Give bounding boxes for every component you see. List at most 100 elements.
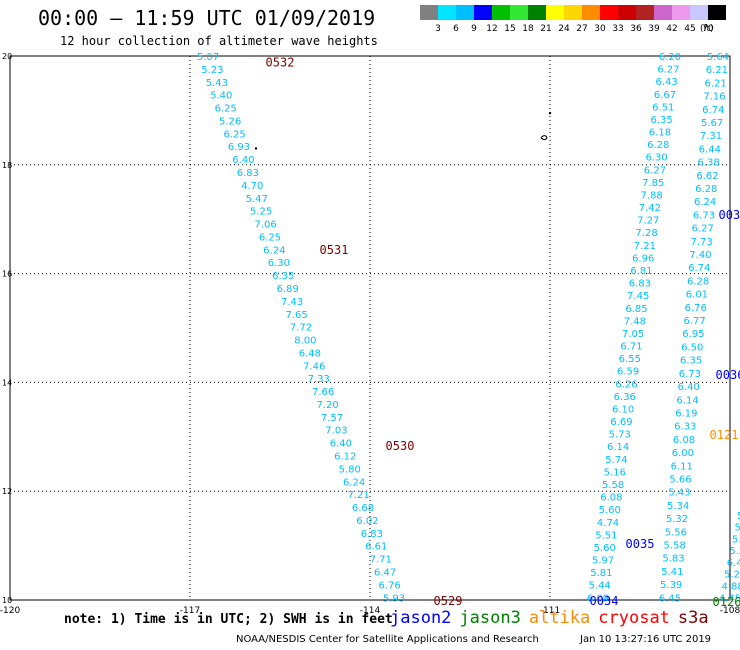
- swh-value: 5.64: [707, 52, 729, 63]
- swh-value: 6.76: [378, 580, 400, 591]
- swh-value: 5.60: [594, 543, 616, 554]
- swh-value: 6.28: [647, 140, 669, 151]
- y-tick-label: 12: [2, 487, 12, 496]
- swh-value: 5.44: [589, 581, 611, 592]
- swh-value: 7.03: [325, 426, 347, 437]
- swh-value: 6.30: [268, 258, 290, 269]
- legend-label: 12: [486, 24, 498, 34]
- legend-swatch: [456, 5, 474, 20]
- swh-value: 7.42: [639, 203, 661, 214]
- swh-value: 5.58: [664, 540, 686, 551]
- legend-swatch: [546, 5, 564, 20]
- swh-value: 6.48: [299, 348, 321, 359]
- swh-value: 6.24: [694, 197, 716, 208]
- swh-value: 7.06: [254, 220, 276, 231]
- legend-unit: (ft): [700, 24, 714, 34]
- satellite-cryosat: cryosat: [598, 608, 670, 628]
- swh-value: 7.71: [370, 555, 392, 566]
- swh-value: 6.38: [698, 158, 720, 169]
- legend-label: 27: [576, 24, 588, 34]
- legend-swatch: [438, 5, 456, 20]
- legend-swatch: [708, 5, 726, 20]
- x-tick-label: -120: [0, 606, 20, 616]
- swh-value: 5.34: [667, 501, 689, 512]
- swh-value: 6.43: [656, 77, 678, 88]
- legend-label: 3: [435, 24, 441, 34]
- chart-title: 00:00 – 11:59 UTC 01/09/2019: [38, 6, 376, 30]
- swh-value: 6.83: [237, 168, 259, 179]
- swh-value: 5.60: [599, 505, 621, 516]
- swh-value: 6.01: [686, 290, 708, 301]
- swh-value: 6.35: [272, 271, 294, 282]
- swh-value: 7.73: [690, 237, 712, 248]
- swh-value: 6.10: [612, 404, 634, 415]
- swh-value: 6.44: [699, 144, 721, 155]
- swh-value: 5.80: [339, 464, 361, 475]
- satellite-s3a: s3a: [677, 608, 709, 628]
- generation-timestamp: Jan 10 13:27:16 UTC 2019: [580, 634, 712, 645]
- legend-swatch: [618, 5, 636, 20]
- swh-value: 6.40: [678, 382, 700, 393]
- swh-value: 5.29: [724, 570, 740, 581]
- swh-value: 6.69: [610, 417, 632, 428]
- swh-value: 7.72: [290, 323, 312, 334]
- swh-value: 6.21: [706, 65, 728, 76]
- x-tick-label: -114: [360, 606, 381, 616]
- swh-value: 5.26: [219, 116, 241, 127]
- swh-value: 6.83: [361, 529, 383, 540]
- x-tick-label: -117: [180, 606, 200, 616]
- swh-value: 5.46: [732, 534, 740, 545]
- swh-value: 5.97: [592, 556, 614, 567]
- swh-value: 6.14: [676, 395, 698, 406]
- swh-value: 6.61: [365, 542, 387, 553]
- legend-swatch: [474, 5, 492, 20]
- swh-value: 5.39: [660, 580, 682, 591]
- swh-value: 7.28: [635, 228, 657, 239]
- swh-value: 6.24: [263, 245, 285, 256]
- swh-value: 6.26: [615, 379, 637, 390]
- swh-value: 7.31: [700, 131, 722, 142]
- swh-value: 6.85: [625, 304, 647, 315]
- swh-value: 6.25: [215, 104, 237, 115]
- swh-value: 6.28: [687, 276, 709, 287]
- y-tick-label: 18: [2, 161, 12, 170]
- swh-value: 6.68: [352, 503, 374, 514]
- swh-value: 6.73: [679, 369, 701, 380]
- swh-value: 7.21: [634, 241, 656, 252]
- swh-value: 7.16: [703, 92, 725, 103]
- swh-value: 6.95: [682, 329, 704, 340]
- pass-time-label: 0037: [719, 208, 740, 222]
- swh-value: 5.43: [206, 78, 228, 89]
- swh-value: 6.24: [343, 477, 365, 488]
- swh-value: 7.46: [303, 361, 325, 372]
- swh-value: 7.05: [622, 329, 644, 340]
- legend-swatch: [636, 5, 654, 20]
- swh-value: 6.55: [619, 354, 641, 365]
- swh-value: 6.40: [330, 439, 352, 450]
- swh-value: 6.12: [334, 452, 356, 463]
- pass-time-label: 0126: [713, 595, 740, 609]
- swh-value: 4.74: [597, 518, 619, 529]
- swh-value: 5.40: [210, 91, 232, 102]
- x-tick-label: -111: [540, 606, 560, 616]
- swh-value: 6.77: [683, 316, 705, 327]
- swh-value: 5.57: [735, 523, 740, 534]
- island: [540, 135, 548, 141]
- pass-time-label: 0034: [590, 594, 619, 608]
- swh-value: 6.25: [259, 232, 281, 243]
- legend-label: 30: [594, 24, 606, 34]
- swh-value: 7.20: [316, 400, 338, 411]
- swh-value: 6.89: [277, 284, 299, 295]
- swh-value: 7.48: [624, 316, 646, 327]
- y-tick-label: 20: [2, 52, 12, 61]
- swh-value: 7.40: [689, 250, 711, 261]
- swh-value: 5.51: [595, 530, 617, 541]
- swh-value: 5.47: [246, 194, 268, 205]
- legend-swatch: [672, 5, 690, 20]
- legend-label: 70: [702, 24, 714, 34]
- swh-value: 5.32: [666, 514, 688, 525]
- swh-value: 6.19: [675, 408, 697, 419]
- swh-value: 6.93: [228, 142, 250, 153]
- satellite-jason3: jason3: [459, 608, 521, 628]
